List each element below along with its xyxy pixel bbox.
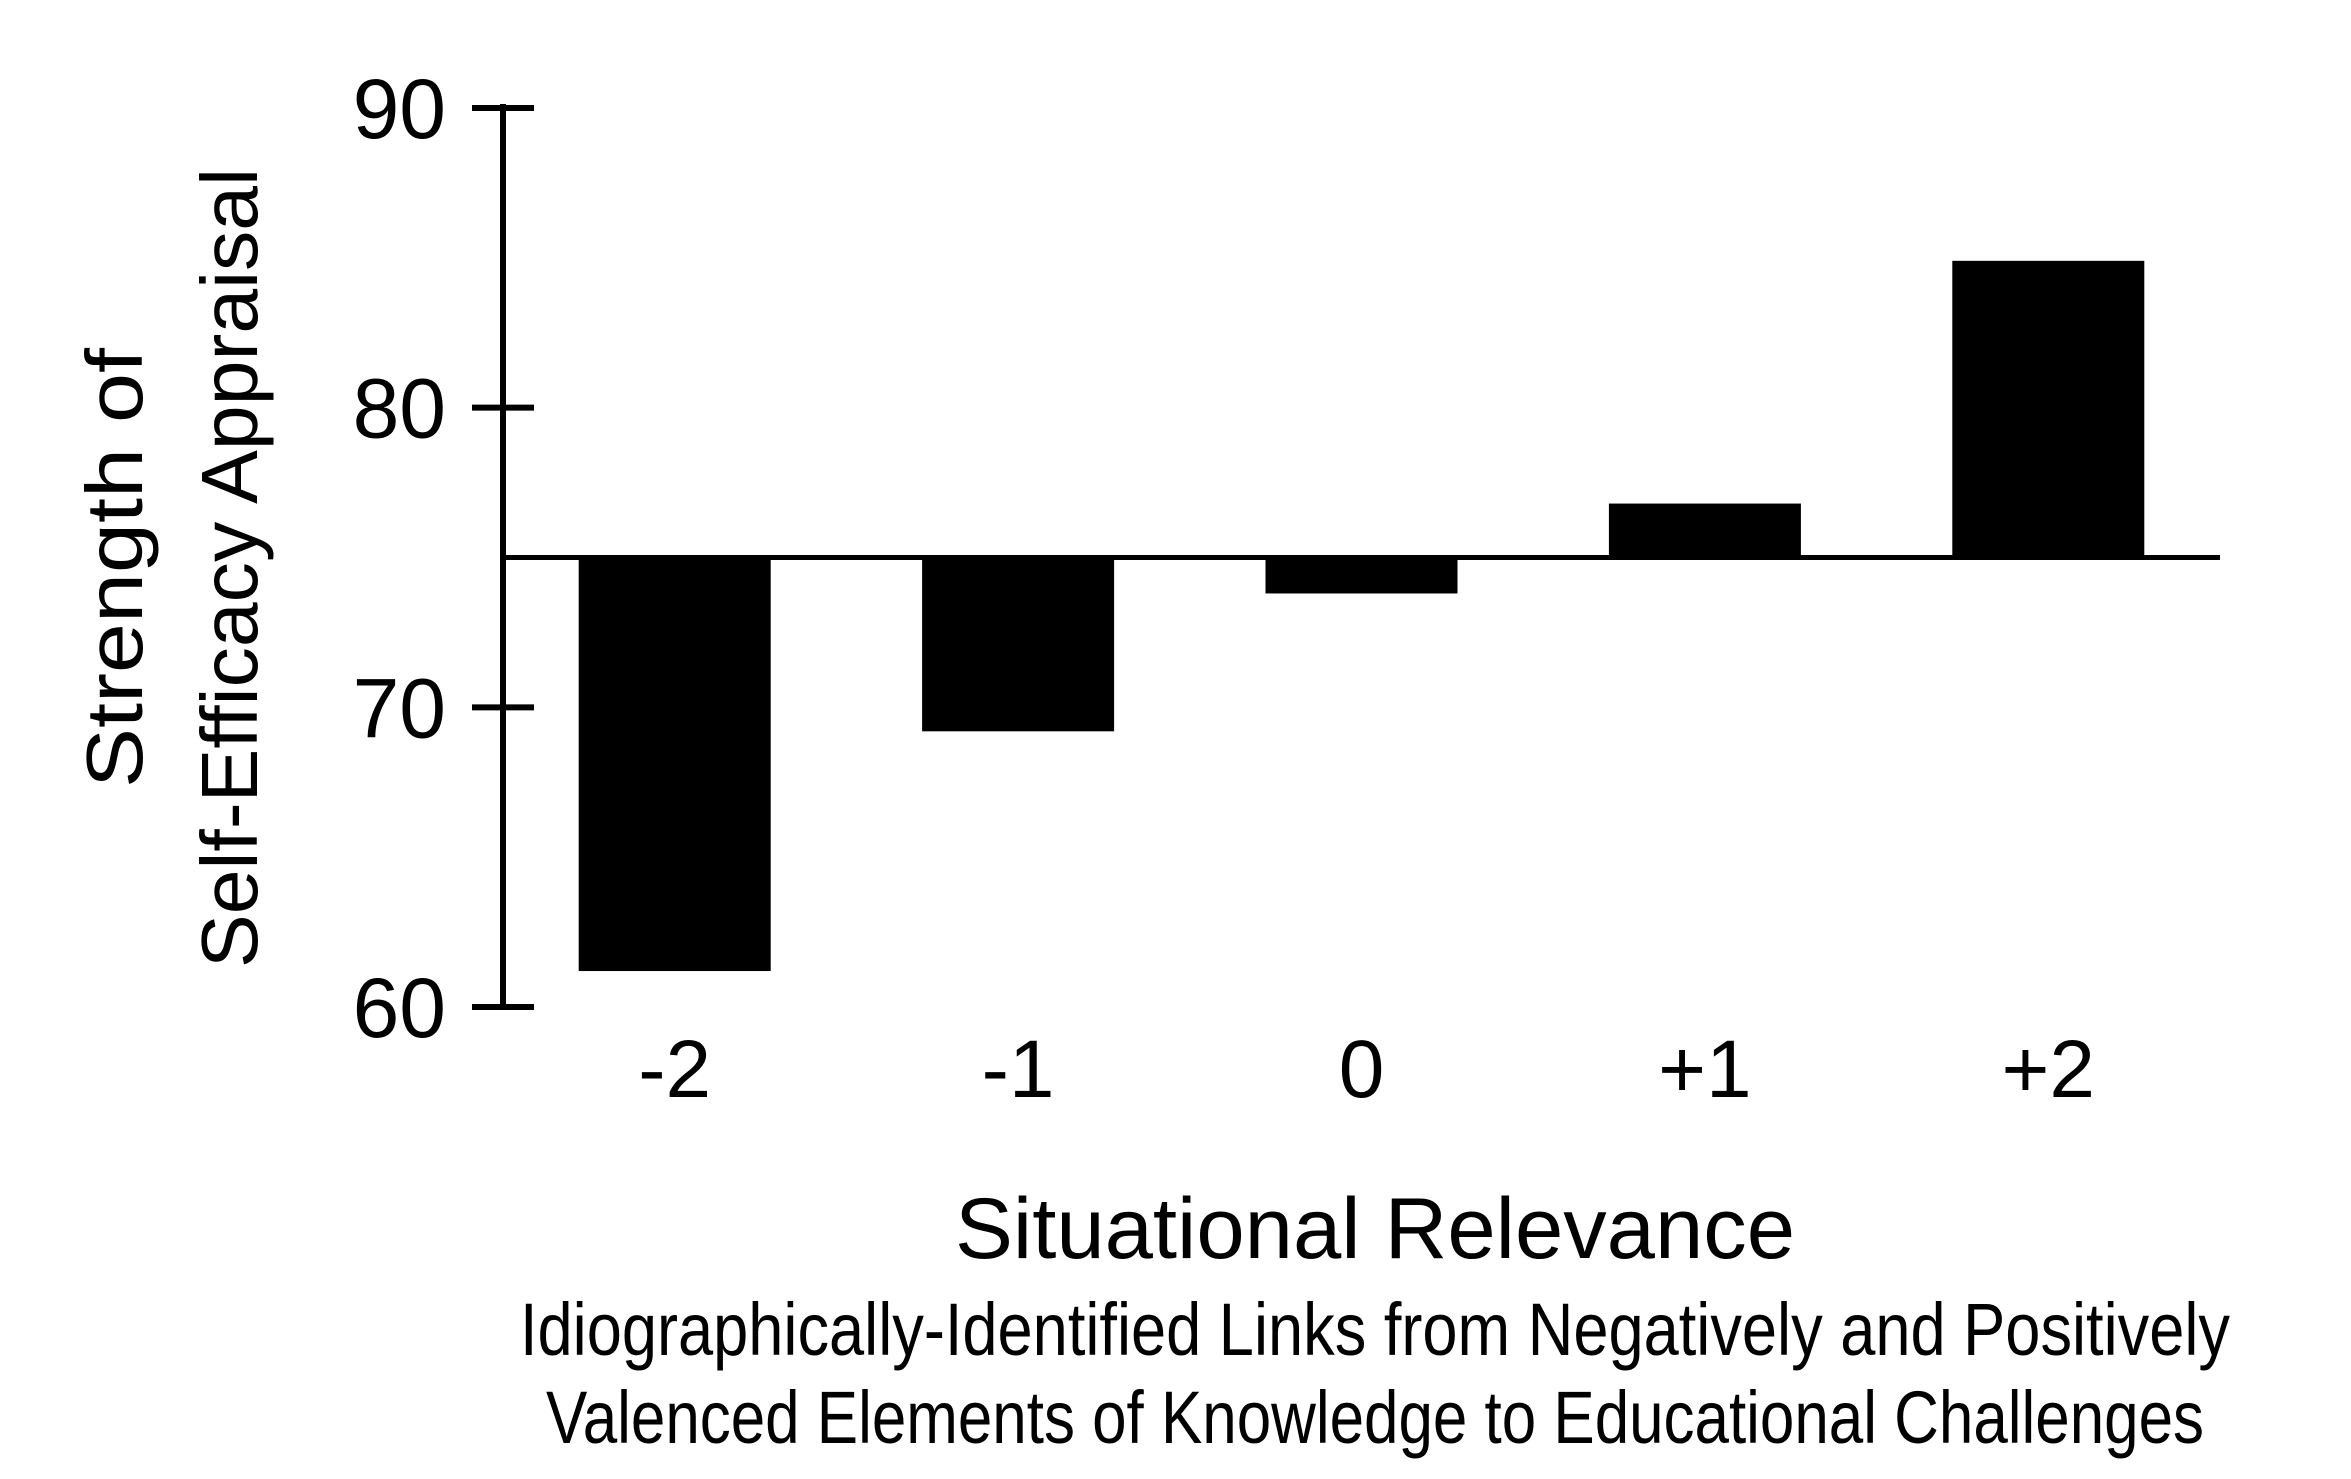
bars: [578, 260, 2145, 972]
bar: [1608, 503, 1801, 558]
y-tick-label: 70: [353, 661, 446, 755]
x-tick-label: 0: [1339, 1024, 1385, 1115]
x-axis-subtitle-line2: Valenced Elements of Knowledge to Educat…: [546, 1376, 2204, 1459]
y-axis-label: Strength of Self-Efficacy Appraisal: [70, 168, 274, 968]
y-axis: 60 70 80 90: [353, 62, 534, 1055]
x-tick-label: -2: [638, 1024, 711, 1115]
y-axis-label-line2: Self-Efficacy Appraisal: [185, 168, 274, 968]
x-tick-label: +1: [1658, 1024, 1752, 1115]
y-tick-label: 90: [353, 62, 446, 156]
bar: [1265, 557, 1458, 594]
x-tick-label: -1: [982, 1024, 1055, 1115]
x-tick-label: +2: [2002, 1024, 2096, 1115]
x-axis-subtitle-line1: Idiographically-Identified Links from Ne…: [520, 1288, 2230, 1371]
y-axis-label-line1: Strength of: [70, 347, 159, 788]
bar: [922, 557, 1115, 732]
x-axis-title: Situational Relevance: [955, 1181, 1795, 1277]
y-tick-label: 60: [353, 961, 446, 1055]
bar: [1952, 260, 2145, 558]
y-tick-label: 80: [353, 362, 446, 456]
x-tick-labels: -2 -1 0 +1 +2: [638, 1024, 2095, 1115]
bar: [578, 557, 771, 972]
